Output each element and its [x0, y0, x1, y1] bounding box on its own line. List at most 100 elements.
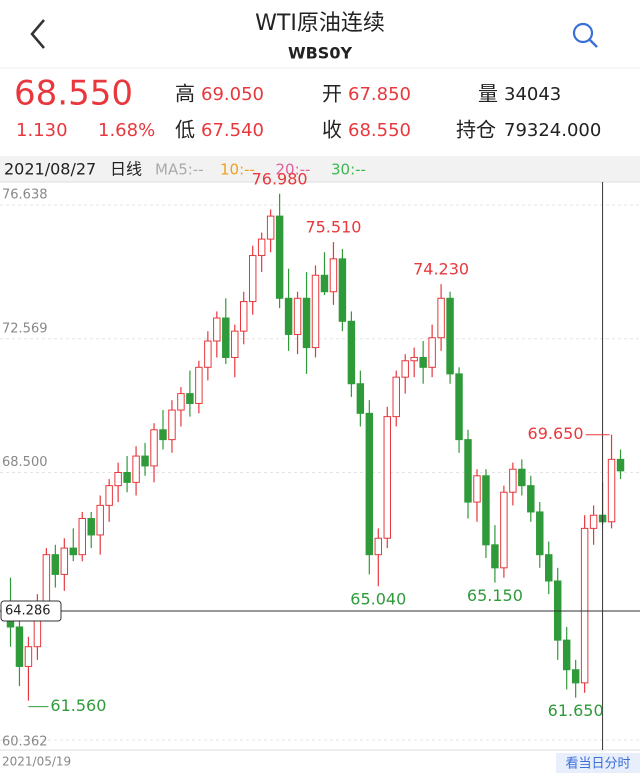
candle-body	[347, 320, 356, 385]
candle-body	[302, 297, 311, 349]
candle-body	[616, 458, 625, 472]
candle-body	[222, 317, 230, 358]
legend-bar	[0, 156, 640, 182]
candle-body	[51, 554, 60, 575]
candle-body	[320, 274, 329, 293]
candle-body	[500, 491, 508, 569]
candle-body	[248, 255, 257, 303]
annotation: 74.230	[413, 260, 469, 279]
candle-body	[275, 215, 284, 299]
candle-body	[392, 376, 400, 418]
candle-body	[78, 518, 86, 556]
button-label[interactable]: 看当日分时	[565, 756, 630, 772]
crosshair-label: 64.286	[5, 604, 51, 619]
candle-body	[437, 297, 445, 339]
field-label: 量	[478, 82, 498, 106]
candle-body	[329, 258, 338, 293]
candle-body	[87, 518, 95, 536]
candle-body	[159, 429, 167, 441]
candle-body	[186, 393, 194, 404]
candle-body	[42, 554, 51, 605]
candle-body	[24, 646, 33, 667]
candle-body	[518, 468, 526, 487]
candle-body	[177, 393, 185, 411]
candle-body	[123, 472, 131, 483]
candle-body	[105, 485, 113, 506]
candle-body	[356, 383, 365, 414]
search-icon[interactable]	[572, 22, 598, 48]
candle-body	[607, 458, 616, 523]
candle-body	[231, 330, 239, 358]
legend-ma: 30:--	[331, 161, 366, 179]
annotation: 61.560	[50, 696, 106, 715]
candle-body	[213, 317, 221, 342]
annotation: 61.650	[548, 701, 604, 720]
candle-body	[562, 639, 571, 671]
candle-body	[401, 360, 409, 378]
annotation: 75.510	[305, 218, 361, 237]
annotation: 69.650	[528, 424, 584, 443]
candle-body	[141, 455, 149, 467]
candle-body	[410, 356, 418, 362]
candle-body	[150, 429, 158, 467]
start-date: 2021/05/19	[2, 755, 71, 769]
candle-body	[545, 554, 553, 582]
candle-body	[446, 297, 454, 375]
candle-body	[491, 544, 499, 569]
candle-body	[195, 366, 203, 404]
candle-body	[428, 337, 436, 368]
field-value: 34043	[504, 84, 561, 105]
y-tick-label: 72.569	[2, 321, 48, 336]
candle-body	[482, 475, 490, 546]
candle-body	[284, 297, 293, 335]
field-value: 69.050	[201, 84, 264, 105]
candle-body	[473, 475, 481, 503]
candle-body	[311, 274, 320, 349]
candle-body	[240, 301, 248, 332]
candle-body	[580, 527, 589, 684]
field-value: 67.540	[201, 120, 264, 141]
candle-body	[69, 547, 78, 556]
legend-date: 2021/08/27	[4, 160, 96, 179]
change: 1.130	[16, 120, 68, 141]
back-button[interactable]	[30, 19, 45, 49]
candle-body	[383, 416, 391, 539]
button[interactable]	[556, 753, 640, 773]
candle-body	[464, 439, 472, 503]
candle-body	[419, 356, 427, 368]
candle-body	[15, 626, 24, 667]
candle-body	[536, 511, 544, 556]
candle-body	[266, 215, 275, 240]
code: WBS0Y	[288, 44, 353, 63]
annotation: 65.150	[467, 586, 523, 605]
candle-body	[365, 412, 374, 556]
field-label: 高	[175, 82, 195, 106]
candle-body	[204, 340, 212, 368]
candle-body	[571, 669, 580, 684]
candle-body	[527, 485, 535, 513]
candle-body	[114, 472, 122, 487]
candle-body	[132, 455, 140, 483]
field-value: 79324.000	[504, 120, 601, 141]
y-tick-label: 60.362	[2, 735, 48, 750]
candle-body	[589, 514, 598, 529]
field-label: 低	[175, 118, 195, 142]
field-value: 67.850	[348, 84, 411, 105]
price: 68.550	[14, 74, 133, 114]
candle-body	[455, 373, 463, 441]
y-tick-label: 76.638	[2, 188, 48, 203]
title: WTI原油连续	[255, 11, 385, 36]
annotation: 76.980	[252, 169, 308, 188]
candle-body	[374, 537, 383, 556]
candle-body	[338, 258, 347, 322]
annotation: 65.040	[350, 590, 406, 609]
legend-ma: 20:--	[276, 161, 311, 179]
candle-body	[509, 468, 517, 493]
field-label: 收	[322, 118, 342, 142]
field-label: 开	[322, 82, 342, 106]
candle-body	[60, 547, 69, 575]
legend-ma: 10:--	[220, 161, 255, 179]
legend-ma: MA5:--	[155, 161, 204, 179]
crosshair-label-box	[0, 600, 62, 622]
